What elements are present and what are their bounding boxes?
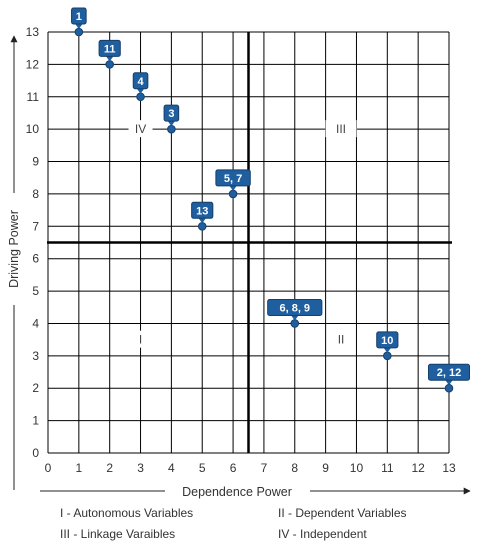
data-point-3	[167, 124, 176, 134]
callout-box-0	[71, 7, 87, 25]
quadrant-label-1: III	[336, 122, 346, 136]
y-tick-label-0: 0	[32, 446, 39, 460]
legend-item-independent: IV - Independent	[278, 527, 367, 541]
callout-pointer-6	[290, 314, 299, 321]
quadrant-label-3: II	[338, 333, 345, 347]
data-point-6	[290, 319, 300, 328]
x-tick-label-5: 5	[199, 461, 206, 475]
x-tick-label-8: 8	[291, 461, 298, 475]
callout-box-5	[191, 201, 214, 219]
x-tick-label-1: 1	[76, 461, 83, 475]
callout-box-6	[267, 298, 323, 316]
data-label-4: 5, 7	[224, 173, 242, 185]
legend-item-dependent: II - Dependent Variables	[278, 506, 407, 520]
callout-box-1	[98, 39, 121, 57]
x-tick-label-4: 4	[168, 461, 175, 475]
data-label-8: 2, 12	[437, 367, 461, 379]
callout-box-3	[163, 104, 180, 122]
data-point-5	[197, 222, 207, 231]
y-tick-label-13: 13	[26, 25, 40, 39]
data-label-0: 1	[76, 11, 82, 23]
data-label-7: 10	[381, 335, 393, 347]
x-tick-label-12: 12	[411, 461, 425, 475]
quadrant-label-bg-0	[128, 120, 153, 138]
quadrant-label-bg-1	[325, 120, 357, 138]
x-axis-title-bg	[165, 482, 310, 500]
quadrant-label-bg-3	[329, 330, 354, 348]
quadrant-label-2: I	[139, 333, 142, 347]
data-point-7	[383, 351, 392, 361]
y-tick-label-1: 1	[32, 414, 39, 428]
callout-box-4	[215, 169, 251, 187]
y-tick-label-3: 3	[32, 349, 39, 363]
y-tick-label-11: 11	[27, 90, 40, 104]
callout-pointer-5	[198, 217, 207, 224]
y-tick-label-12: 12	[26, 57, 40, 71]
callout-pointer-0	[74, 23, 83, 29]
x-tick-label-9: 9	[322, 461, 329, 475]
quadrant-label-0: IV	[135, 122, 146, 136]
y-tick-label-5: 5	[32, 284, 39, 298]
y-axis-title-bg	[5, 193, 23, 305]
callout-pointer-7	[383, 347, 392, 353]
y-tick-label-6: 6	[32, 252, 39, 266]
x-tick-label-10: 10	[350, 461, 364, 475]
legend-item-autonomous: I - Autonomous Variables	[60, 506, 194, 520]
legend-item-linkage: III - Linkage Varaibles	[60, 527, 176, 541]
y-tick-label-10: 10	[26, 122, 40, 136]
data-label-3: 3	[168, 108, 174, 120]
quadrant-label-bg-2	[132, 330, 150, 348]
data-point-8	[444, 383, 454, 393]
x-tick-label-3: 3	[137, 461, 144, 475]
data-label-1: 11	[104, 43, 116, 55]
callout-box-7	[376, 331, 399, 349]
data-label-2: 4	[137, 76, 144, 88]
data-point-4	[228, 189, 238, 199]
callout-pointer-4	[229, 185, 238, 191]
data-point-2	[136, 92, 145, 102]
y-axis-title: Driving Power	[7, 210, 21, 288]
x-tick-label-7: 7	[261, 461, 268, 475]
data-point-1	[105, 60, 114, 69]
x-tick-label-2: 2	[106, 461, 113, 475]
y-tick-label-9: 9	[32, 155, 39, 169]
y-tick-label-2: 2	[32, 381, 39, 395]
callout-box-2	[132, 72, 149, 90]
x-tick-label-13: 13	[442, 461, 456, 475]
x-axis-title: Dependence Power	[182, 485, 292, 499]
x-tick-label-0: 0	[45, 461, 52, 475]
x-tick-label-6: 6	[230, 461, 237, 475]
y-tick-label-4: 4	[32, 316, 39, 330]
y-tick-label-7: 7	[32, 219, 39, 233]
callout-pointer-2	[136, 88, 145, 94]
y-tick-label-8: 8	[32, 187, 39, 201]
callout-pointer-8	[445, 379, 453, 386]
callout-box-8	[428, 363, 470, 381]
data-label-6: 6, 8, 9	[279, 302, 310, 314]
data-label-5: 13	[196, 205, 208, 217]
callout-pointer-1	[105, 55, 114, 62]
data-point-0	[74, 27, 84, 37]
callout-pointer-3	[167, 120, 176, 127]
x-tick-label-11: 11	[381, 461, 394, 475]
